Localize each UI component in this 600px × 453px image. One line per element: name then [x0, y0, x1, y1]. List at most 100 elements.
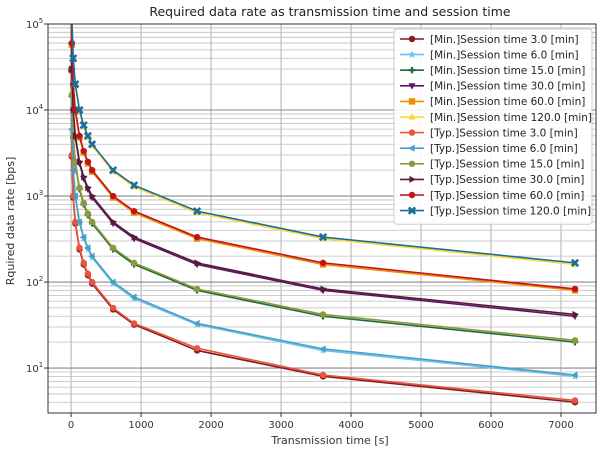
- legend-item: [Min.]Session time 6.0 [min]: [400, 49, 579, 61]
- data-point: [109, 278, 116, 286]
- data-point: [319, 371, 327, 379]
- data-point: [110, 218, 117, 226]
- data-point: [130, 259, 138, 267]
- x-axis-ticks: 0 1000 2000 3000 4000 5000 6000 7000: [68, 413, 574, 431]
- data-point: [72, 132, 80, 140]
- legend-label: [Min.]Session time 120.0 [min]: [430, 112, 592, 124]
- data-point: [68, 7, 74, 13]
- data-point: [68, 15, 75, 21]
- x-tick-label: 1000: [128, 420, 153, 431]
- data-point: [131, 233, 138, 241]
- data-point: [83, 131, 93, 141]
- data-point: [571, 397, 579, 404]
- data-point: [571, 285, 579, 293]
- data-point: [89, 192, 96, 200]
- data-point: [319, 345, 326, 353]
- chart-title: Required data rate as transmission time …: [149, 4, 511, 19]
- legend-marker: [408, 129, 416, 136]
- data-point: [192, 207, 202, 216]
- x-axis-label: Transmission time [s]: [270, 434, 388, 447]
- legend-item: [Typ.]Session time 3.0 [min]: [400, 127, 578, 139]
- x-tick-label: 6000: [478, 420, 503, 431]
- legend-label: [Typ.]Session time 6.0 [min]: [430, 143, 578, 155]
- legend-marker: [408, 160, 416, 167]
- legend: [Min.]Session time 3.0 [min] [Min.]Sessio…: [393, 28, 593, 225]
- data-point: [80, 147, 87, 155]
- legend-item: [Min.]Session time 3.0 [min]: [400, 34, 579, 46]
- legend-marker: [408, 35, 416, 43]
- legend-box: [393, 28, 593, 225]
- data-point: [68, 6, 74, 12]
- plot-frame: [47, 23, 597, 414]
- x-tick-label: 0: [68, 420, 74, 431]
- legend-marker: [408, 144, 415, 152]
- legend-item: [Typ.]Session time 6.0 [min]: [400, 143, 578, 155]
- legend-item: [Min.]Session time 30.0 [min]: [400, 81, 585, 93]
- legend-label: [Min.]Session time 60.0 [min]: [430, 96, 585, 108]
- data-point: [193, 319, 200, 327]
- legend-label: [Typ.]Session time 3.0 [min]: [430, 127, 578, 139]
- legend-label: [Min.]Session time 30.0 [min]: [430, 81, 585, 93]
- data-point: [572, 310, 579, 318]
- data-point: [69, 166, 76, 174]
- legend-label: [Min.]Session time 6.0 [min]: [430, 49, 579, 61]
- data-point: [84, 210, 92, 217]
- legend-item: [Min.]Session time 60.0 [min]: [400, 96, 585, 108]
- legend-marker: [407, 206, 417, 215]
- data-point: [79, 121, 88, 130]
- data-point: [193, 233, 201, 241]
- legend-item: [Typ.]Session time 15.0 [min]: [400, 159, 584, 171]
- data-point: [76, 132, 83, 140]
- data-point: [193, 345, 201, 352]
- data-point: [108, 166, 118, 175]
- x-tick-label: 5000: [408, 420, 433, 431]
- data-point: [194, 259, 201, 267]
- legend-item: [Min.]Session time 120.0 [min]: [400, 112, 592, 124]
- legend-marker: [409, 175, 416, 183]
- data-point: [320, 285, 327, 293]
- series-11: [68, 24, 579, 293]
- legend-marker: [408, 98, 416, 105]
- data-point: [80, 259, 87, 267]
- series-layer: [67, 6, 580, 406]
- data-point: [84, 270, 92, 277]
- data-point: [87, 140, 97, 149]
- data-point: [129, 181, 139, 190]
- data-point: [75, 218, 83, 226]
- legend-label: [Typ.]Session time 120.0 [min]: [430, 205, 591, 217]
- series-12: [69, 24, 580, 267]
- data-point: [130, 293, 137, 301]
- data-point: [571, 337, 579, 344]
- data-point: [88, 252, 95, 260]
- legend-marker: [408, 83, 416, 90]
- x-tick-label: 3000: [268, 420, 293, 431]
- data-point: [69, 54, 78, 63]
- legend-item: [Typ.]Session time 60.0 [min]: [400, 190, 584, 202]
- data-point: [81, 173, 88, 181]
- data-point: [75, 105, 84, 115]
- y-tick-label: 103: [26, 189, 43, 203]
- legend-item: [Typ.]Session time 120.0 [min]: [400, 205, 591, 217]
- y-tick-label: 105: [26, 17, 43, 31]
- y-tick-label: 102: [26, 275, 43, 289]
- legend-item: [Min.]Session time 15.0 [min]: [400, 65, 585, 77]
- data-point: [109, 304, 117, 312]
- data-point: [68, 39, 75, 47]
- data-point: [71, 79, 80, 89]
- legend-label: [Typ.]Session time 30.0 [min]: [430, 174, 584, 186]
- legend-marker: [408, 67, 416, 74]
- data-point: [72, 158, 79, 165]
- data-point: [570, 258, 580, 267]
- data-point: [109, 192, 117, 200]
- x-tick-label: 2000: [198, 420, 223, 431]
- data-point: [319, 311, 327, 318]
- legend-marker: [408, 50, 416, 58]
- y-axis-ticks: 101 102 103 104 105: [26, 17, 48, 375]
- data-point: [88, 218, 96, 226]
- legend-label: [Typ.]Session time 60.0 [min]: [430, 190, 584, 202]
- data-point: [109, 244, 117, 251]
- data-point: [76, 184, 83, 191]
- legend-marker: [408, 191, 416, 199]
- legend-marker: [408, 113, 416, 120]
